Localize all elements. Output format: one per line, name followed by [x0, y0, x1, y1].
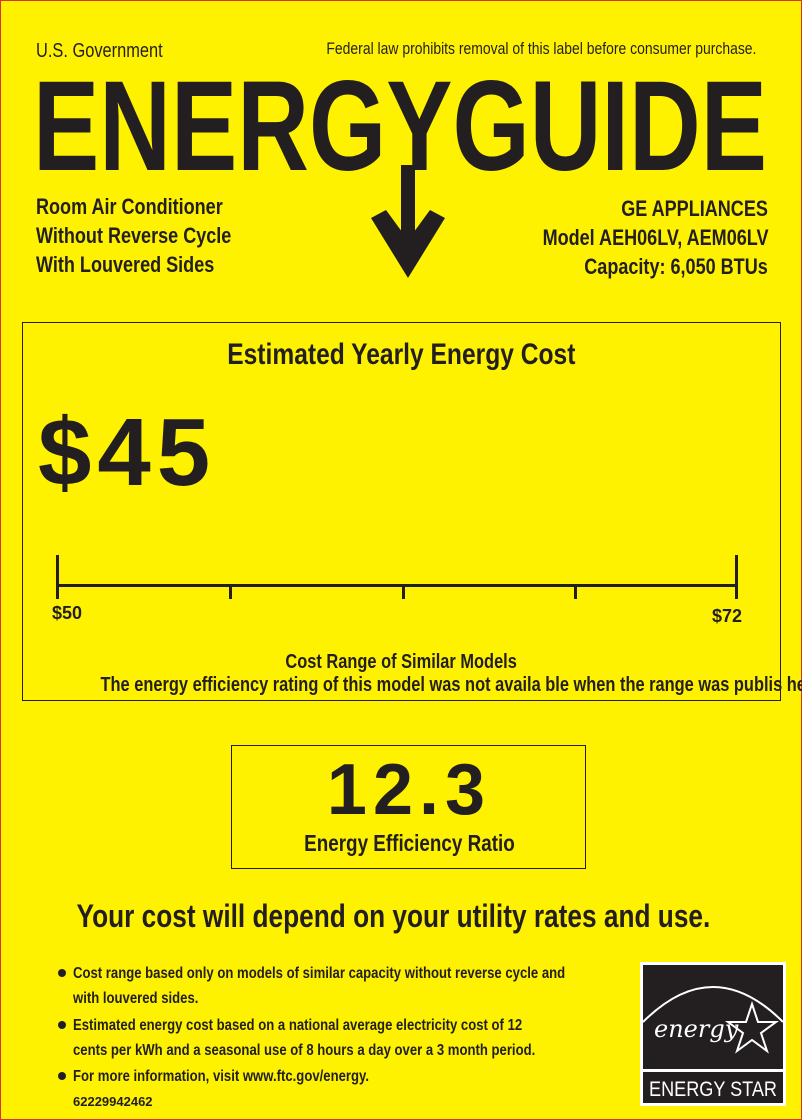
cost-box: [22, 322, 781, 701]
svg-text:ENERGY STAR: ENERGY STAR: [649, 1078, 777, 1101]
range-note: The energy efficiency rating of this mod…: [100, 674, 802, 696]
bullet-item: Cost range based only on models of simil…: [58, 961, 673, 1011]
energy-star-icon: energy ENERGY STAR: [642, 965, 784, 1103]
efficiency-label: Energy Efficiency Ratio: [303, 830, 515, 856]
estimated-cost: $45: [38, 399, 217, 506]
label-number: 62229942462: [73, 1094, 153, 1109]
brand: GE APPLIANCES: [621, 196, 768, 221]
scale-line: [56, 584, 738, 587]
range-label: Cost Range of Similar Models: [285, 651, 518, 673]
bullet-icon: [58, 969, 66, 977]
bullet-item: For more information, visit www.ftc.gov/…: [58, 1064, 434, 1089]
range-min: $50: [52, 603, 83, 623]
scale-end-left: [56, 555, 59, 599]
efficiency-value: 12.3: [326, 750, 492, 830]
manufacturer-info: GE APPLIANCES Model AEH06LV, AEM06LV Cap…: [493, 194, 768, 281]
bullet-icon: [58, 1072, 66, 1080]
energyguide-title: ENERGYGUIDE: [33, 60, 767, 198]
bullet-icon: [58, 1021, 66, 1029]
government-text: U.S. Government: [36, 40, 163, 62]
scale-tick: [402, 584, 405, 599]
scale-end-right: [735, 555, 738, 599]
scale-tick: [574, 584, 577, 599]
footer-headline: Your cost will depend on your utility ra…: [76, 898, 710, 934]
energy-star-logo: energy ENERGY STAR: [640, 962, 786, 1106]
efficiency-box: [231, 745, 586, 869]
removal-notice: Federal law prohibits removal of this la…: [325, 39, 756, 58]
model: Model AEH06LV, AEM06LV: [542, 225, 768, 250]
capacity: Capacity: 6,050 BTUs: [584, 254, 768, 279]
range-max: $72: [711, 606, 742, 626]
scale-tick: [229, 584, 232, 599]
bullet-item: Estimated energy cost based on a nationa…: [58, 1013, 637, 1063]
cost-heading: Estimated Yearly Energy Cost: [227, 338, 576, 371]
product-description: Room Air Conditioner Without Reverse Cyc…: [36, 194, 232, 277]
svg-text:energy: energy: [654, 1015, 739, 1043]
energyguide-logo: ENERGYGUIDE: [33, 60, 767, 278]
down-arrow-icon: [371, 165, 445, 278]
